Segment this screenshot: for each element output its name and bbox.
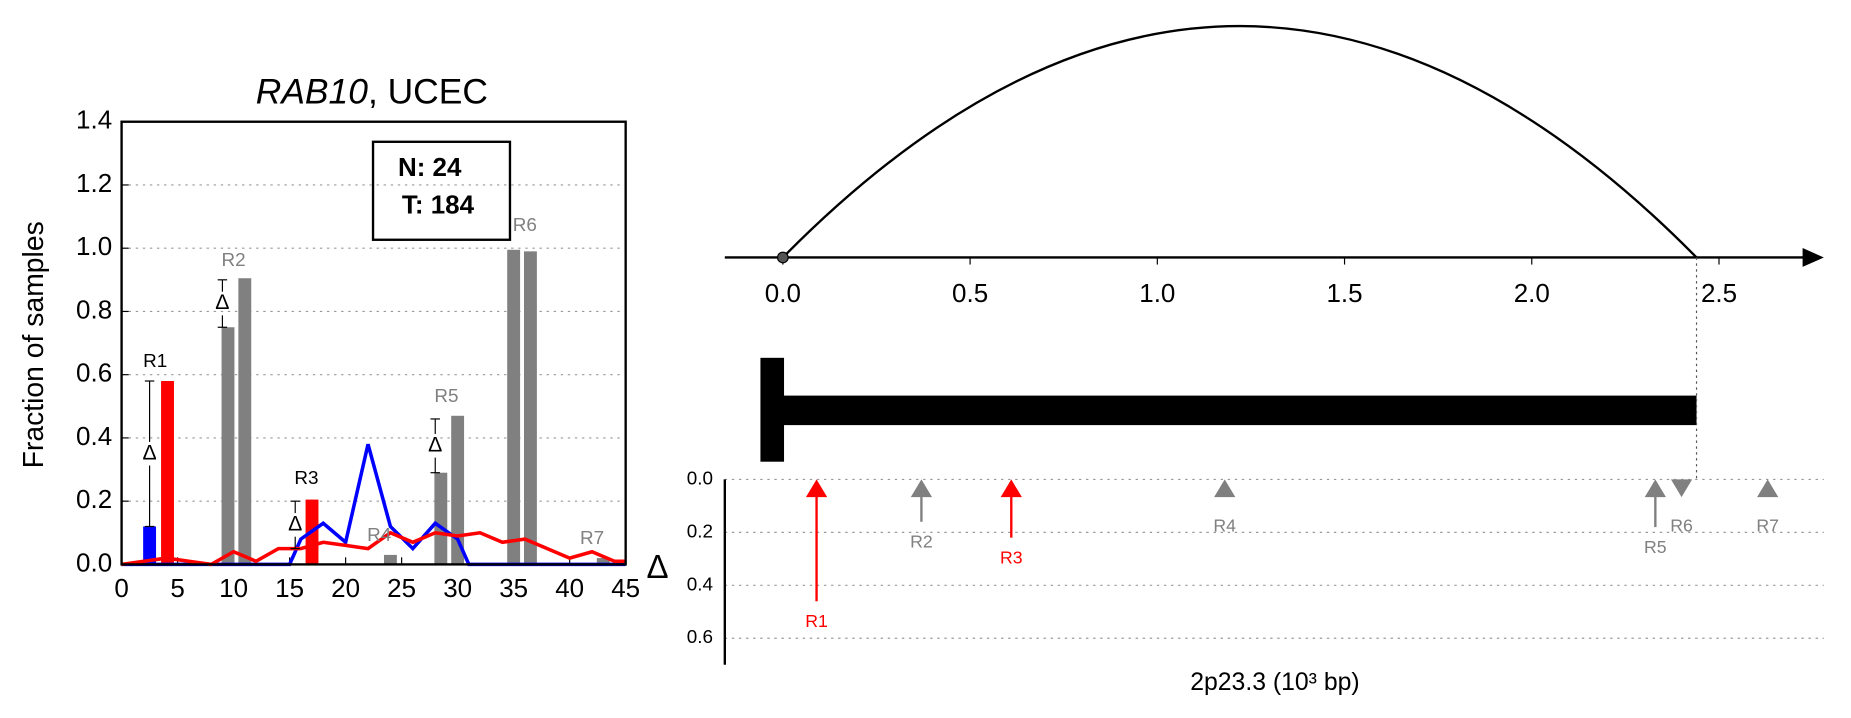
- x-tick-label: 5: [170, 573, 184, 603]
- region-label: R7: [580, 528, 604, 549]
- region-label: R4: [367, 525, 391, 546]
- annotation: T: 184: [402, 190, 475, 220]
- bar: [238, 278, 252, 565]
- y-tick-label: 1.4: [76, 105, 112, 135]
- x-tick-label: 20: [331, 573, 360, 603]
- bar: [161, 381, 174, 565]
- y-tick-label: 0.2: [687, 521, 713, 542]
- x-tick-label: 0.5: [952, 278, 988, 308]
- region-marker: [1670, 479, 1693, 498]
- arc-start-point: [776, 251, 789, 264]
- region-marker: [910, 479, 933, 498]
- x-tick-label: 2.0: [1514, 278, 1550, 308]
- delta-symbol: Δ: [428, 432, 442, 456]
- region-label: R1: [143, 351, 167, 372]
- x-axis-label: 2p23.3 (10³ bp): [1190, 669, 1359, 696]
- x-tick-label: 10: [219, 573, 248, 603]
- y-tick-label: 0.6: [687, 627, 713, 648]
- region-marker: [1757, 479, 1779, 498]
- region-marker: [1000, 479, 1022, 498]
- region-label: R1: [805, 611, 828, 631]
- bar: [383, 554, 397, 565]
- annotation: N: 24: [398, 152, 462, 182]
- bar: [596, 558, 610, 565]
- bar: [451, 415, 465, 565]
- bar: [524, 251, 537, 565]
- x-tick-label: 40: [555, 573, 584, 603]
- arc: [782, 25, 1698, 259]
- bar: [221, 327, 235, 565]
- x-tick-label: 1.5: [1326, 278, 1362, 308]
- x-tick-label: 15: [275, 573, 304, 603]
- y-axis-label: Δ: [646, 549, 668, 586]
- gene-body: [782, 395, 1697, 426]
- y-tick-label: 0.8: [76, 294, 112, 324]
- x-tick-label: 35: [499, 573, 528, 603]
- region-marker: [805, 479, 828, 498]
- title-gene: RAB10: [256, 72, 368, 112]
- region-label: R6: [513, 215, 537, 236]
- y-tick-label: 0.2: [76, 484, 112, 514]
- y-tick-label: 0.0: [76, 547, 112, 577]
- region-label: R3: [1000, 548, 1023, 568]
- bar: [507, 249, 521, 565]
- x-tick-label: 0.0: [765, 278, 801, 308]
- axis-arrow: [1802, 248, 1824, 267]
- y-tick-label: 0.4: [76, 421, 112, 451]
- y-tick-label: 1.0: [76, 231, 112, 261]
- y-tick-label: 1.2: [76, 168, 112, 198]
- region-label: R6: [1670, 515, 1693, 535]
- region-marker: [1644, 479, 1666, 498]
- y-tick-label: 0.4: [687, 574, 713, 595]
- region-label: R5: [434, 386, 458, 407]
- x-tick-label: 2.5: [1701, 278, 1737, 308]
- region-label: R2: [222, 250, 246, 271]
- region-label: R2: [910, 532, 933, 552]
- region-label: R7: [1756, 515, 1779, 535]
- delta-symbol: Δ: [142, 440, 156, 464]
- region-label: R3: [294, 468, 318, 489]
- plot-frame: [120, 120, 627, 566]
- gene-start: [760, 357, 785, 462]
- x-tick-label: 25: [387, 573, 416, 603]
- x-tick-label: 1.0: [1139, 278, 1175, 308]
- y-tick-label: 0.6: [76, 358, 112, 388]
- chart-title: RAB10, UCEC: [256, 72, 488, 112]
- x-tick-label: 0: [114, 573, 128, 603]
- region-marker: [1214, 479, 1236, 498]
- delta-symbol: Δ: [215, 290, 229, 314]
- y-axis-label: Fraction of samples: [18, 221, 50, 468]
- title-suffix: , UCEC: [368, 72, 488, 112]
- annotation-box: [371, 140, 512, 241]
- x-tick-label: 45: [611, 573, 640, 603]
- y-tick-label: 0.0: [687, 468, 713, 489]
- delta-symbol: Δ: [288, 511, 302, 535]
- x-tick-label: 30: [443, 573, 472, 603]
- region-label: R4: [1213, 515, 1236, 535]
- bar: [143, 526, 157, 565]
- region-label: R5: [1644, 537, 1667, 557]
- bar: [434, 472, 448, 565]
